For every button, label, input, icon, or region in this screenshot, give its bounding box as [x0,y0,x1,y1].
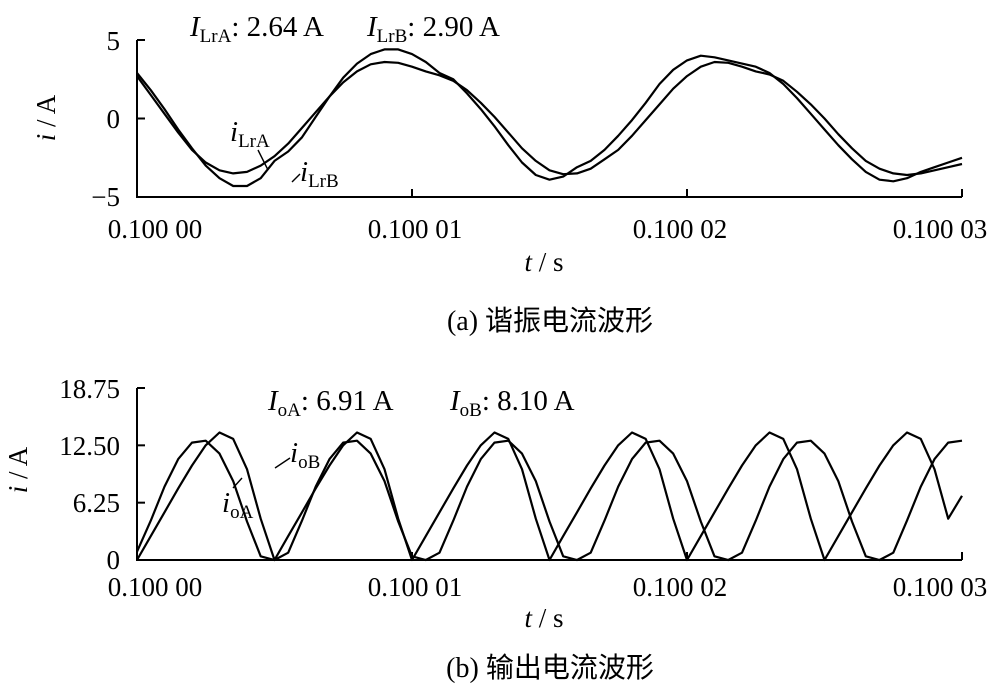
leader-ioB [274,457,291,469]
panel-a: ILrA: 2.64 A ILrB: 2.90 A 5 0 −5 0.100 0… [31,11,987,337]
panel-a-rms-label-1: ILrA: 2.64 A [189,11,324,47]
panel-b-ytick-label: 12.50 [59,431,120,461]
panel-a-caption: (a) 谐振电流波形 [447,305,653,337]
panel-b-caption: (b) 输出电流波形 [446,652,654,684]
panel-b-rms-label-1: IoA: 6.91 A [267,385,394,421]
series-line-ioA [135,439,963,562]
panel-b-ytick-label: 18.75 [59,374,120,404]
panel-b-xtick-label: 0.100 03 [893,572,988,602]
panel-b-ticks [136,387,963,561]
leader-iLrB [291,173,301,183]
leader-iLrA [257,149,269,171]
leader-ioA [232,477,243,489]
panel-a-ticks [136,39,963,198]
series-line-iLrB [136,48,963,188]
panel-b-ytick-label: 0 [107,545,121,575]
panel-b-xtick-label: 0.100 02 [633,572,728,602]
series-label-iLrA: iLrA [230,116,270,152]
series-label-ioA: ioA [222,487,254,523]
panel-a-axes [136,40,962,198]
panel-a-curves [136,48,963,188]
panel-a-xtick-label: 0.100 01 [368,214,463,244]
panel-a-ytick-label: 0 [107,104,121,134]
panel-b-xlabel: t / s [524,603,563,633]
panel-b-ylabel: i / A [3,446,33,493]
panel-a-xtick-label: 0.100 02 [633,214,728,244]
panel-a-ylabel: i / A [31,94,61,141]
panel-a-rms-label-2: ILrB: 2.90 A [366,11,500,47]
panel-b-xtick-label: 0.100 01 [368,572,463,602]
series-label-ioB: ioB [290,437,320,473]
panel-b-xtick-label: 0.100 00 [108,572,203,602]
panel-b-ytick-label: 6.25 [73,488,120,518]
panel-b-rms-label-2: IoB: 8.10 A [449,385,575,421]
panel-a-xlabel: t / s [524,247,563,277]
panel-b: IoA: 6.91 A IoB: 8.10 A 18.75 12.50 6.25… [3,374,987,684]
series-label-iLrB: iLrB [300,156,339,192]
panel-a-xtick-label: 0.100 00 [108,214,203,244]
series-line-ioB [136,431,963,562]
panel-b-curves [135,431,963,562]
panel-a-ytick-label: −5 [91,182,120,212]
panel-a-xtick-label: 0.100 03 [893,214,988,244]
panel-a-ytick-label: 5 [107,26,121,56]
series-line-iLrA [136,60,963,177]
